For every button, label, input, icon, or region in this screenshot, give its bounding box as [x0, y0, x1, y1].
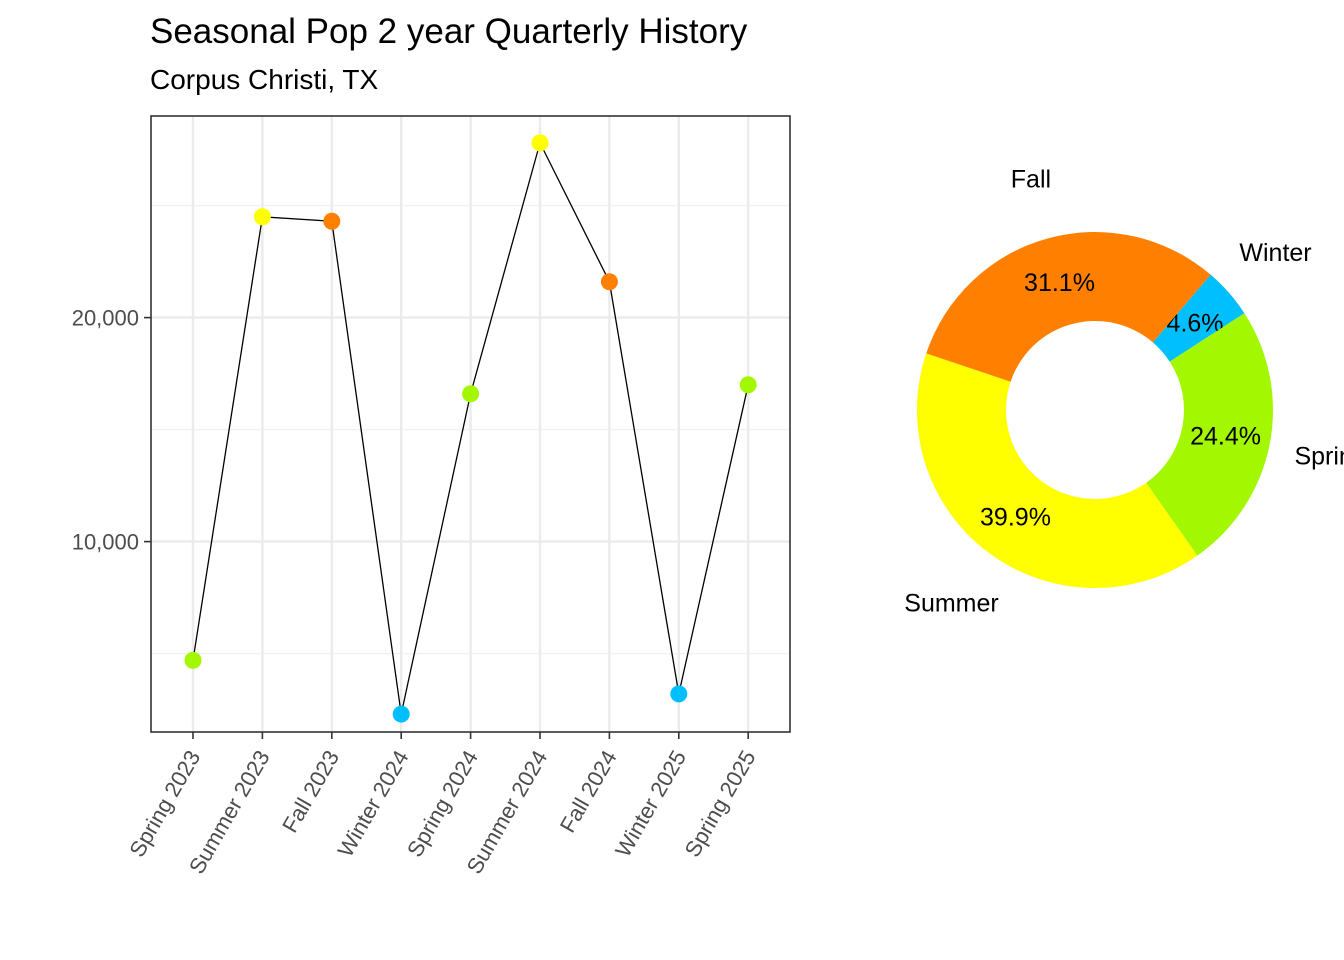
slice-category-label: Spring — [1294, 443, 1344, 471]
slice-category-label: Fall — [1011, 166, 1051, 194]
slice-value-label: 24.4% — [1190, 422, 1261, 450]
data-point — [392, 705, 410, 723]
data-point — [323, 212, 341, 230]
donut-slice-fall — [926, 232, 1211, 382]
data-point — [670, 685, 688, 703]
data-point — [739, 376, 757, 394]
donut-slice-spring — [1146, 313, 1274, 556]
chart-subtitle: Corpus Christi, TX — [150, 64, 379, 95]
data-point — [253, 208, 271, 226]
donut-slice-winter — [1152, 274, 1245, 362]
data-point — [184, 651, 202, 669]
slice-category-label: Winter — [1239, 239, 1311, 267]
data-point — [600, 273, 618, 291]
data-point — [531, 134, 549, 152]
donut-slice-summer — [917, 353, 1198, 589]
y-tick-label: 10,000 — [72, 530, 139, 555]
slice-value-label: 31.1% — [1024, 269, 1095, 297]
slice-value-label: 39.9% — [980, 504, 1051, 532]
data-point — [462, 385, 480, 403]
slice-category-label: Summer — [904, 589, 998, 617]
chart-title: Seasonal Pop 2 year Quarterly History — [150, 12, 748, 51]
y-tick-label: 20,000 — [72, 306, 139, 331]
